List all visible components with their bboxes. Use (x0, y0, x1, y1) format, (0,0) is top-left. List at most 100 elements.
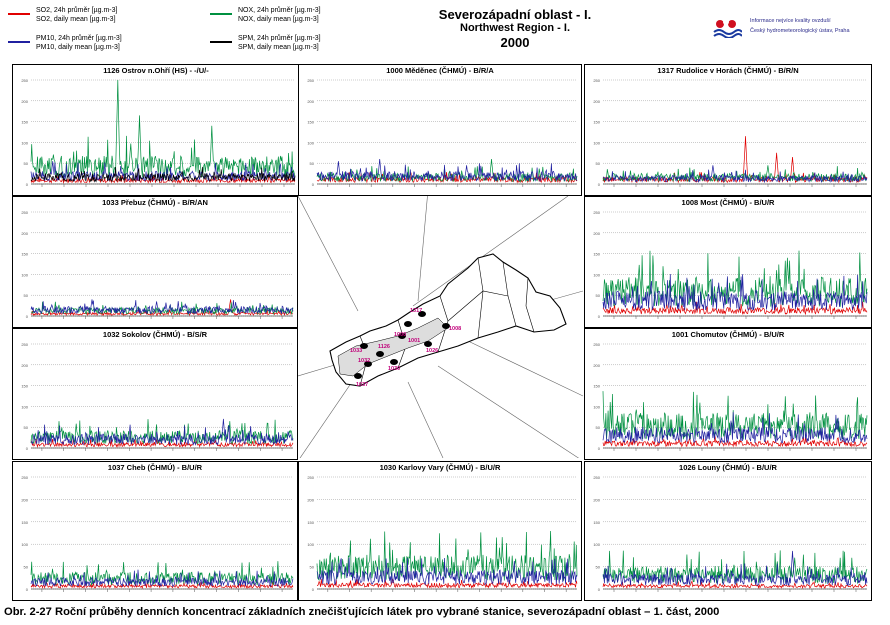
series-line-so2 (602, 301, 868, 316)
y-tick-label: 50 (596, 425, 601, 430)
map-label-1008: 1008 (449, 326, 461, 332)
series-line-pm10 (602, 273, 868, 311)
chart-panel-7: 1001 Chomutov (ČHMÚ) - B/U/R 0 50 100 150 200… (584, 328, 872, 460)
y-tick-label: 150 (21, 252, 28, 257)
panel-plot: 0 50 100 150 200 250 (21, 210, 294, 319)
series-line-pm10 (316, 158, 578, 183)
y-tick-label: 100 (21, 542, 28, 547)
panel-plot: 0 50 100 150 200 250 (21, 475, 294, 592)
y-tick-label: 0 (598, 587, 601, 592)
y-tick-label: 50 (24, 565, 29, 570)
legend-spm: SPM, 24h průměr [µg.m-3] SPM, daily mean … (210, 34, 321, 52)
y-tick-label: 100 (593, 542, 600, 547)
y-tick-label: 200 (21, 497, 28, 502)
series-line-nox (316, 158, 578, 183)
y-tick-label: 0 (312, 587, 315, 592)
map-label-1001: 1001 (408, 338, 420, 344)
y-tick-label: 100 (593, 272, 600, 277)
panel-plot: 0 50 100 150 200 250 (593, 210, 868, 319)
series-line-nox (602, 250, 868, 307)
title-cz: Severozápadní oblast - I. (438, 7, 592, 22)
y-tick-label: 250 (593, 78, 600, 83)
y-tick-label: 50 (310, 161, 315, 166)
y-tick-label: 100 (593, 140, 600, 145)
y-tick-label: 200 (21, 99, 28, 104)
y-tick-label: 250 (307, 78, 314, 83)
series-line-pm10 (602, 550, 868, 587)
institute-text: Informace nejvíce kvality ovzduší Český … (750, 18, 850, 34)
chart-panel-10: 1026 Louny (ČHMÚ) - B/U/R 0 50 100 150 200 250 (584, 461, 872, 601)
y-tick-label: 250 (21, 342, 28, 347)
y-tick-label: 150 (593, 520, 600, 525)
y-tick-label: 150 (21, 120, 28, 125)
chart-panel-8: 1037 Cheb (ČHMÚ) - B/U/R 0 50 100 150 200 250 (12, 461, 298, 601)
map-label-1037: 1037 (356, 382, 368, 388)
map-label-1030: 1030 (388, 366, 400, 372)
y-tick-label: 0 (312, 182, 315, 187)
title-en: Northwest Region - I. (460, 22, 570, 34)
y-tick-label: 150 (593, 384, 600, 389)
panel-title: 1032 Sokolov (ČHMÚ) - B/S/R (102, 330, 208, 339)
legend-pm10: PM10, 24h průměr [µg.m-3] PM10, daily mea… (8, 34, 122, 52)
y-tick-label: 200 (21, 231, 28, 236)
y-tick-label: 200 (593, 363, 600, 368)
y-tick-label: 200 (593, 497, 600, 502)
y-tick-label: 200 (593, 99, 600, 104)
chart-panel-5: 1008 Most (ČHMÚ) - B/U/R 0 50 100 150 200 250 (584, 196, 872, 328)
y-tick-label: 0 (598, 314, 601, 319)
y-tick-label: 100 (593, 404, 600, 409)
y-tick-label: 250 (593, 475, 600, 480)
panel-plot: 0 50 100 150 200 250 (307, 475, 578, 592)
series-line-so2 (602, 436, 868, 448)
y-tick-label: 200 (307, 99, 314, 104)
y-tick-label: 200 (593, 231, 600, 236)
chart-panel-6: 1032 Sokolov (ČHMÚ) - B/S/R 0 50 100 150 200 2… (12, 328, 298, 460)
region-map: 1317 1000 1008 1001 1033 1126 1032 1030 … (298, 196, 584, 458)
series-line-pm10 (316, 557, 578, 586)
y-tick-label: 150 (307, 520, 314, 525)
y-tick-label: 0 (26, 182, 29, 187)
y-tick-label: 150 (21, 520, 28, 525)
panel-title: 1126 Ostrov n.Ohří (HS) - -/U/- (103, 66, 209, 75)
y-tick-label: 250 (593, 210, 600, 215)
chart-panel-9: 1030 Karlovy Vary (ČHMÚ) - B/U/R 0 50 100 15… (298, 461, 582, 601)
y-tick-label: 0 (26, 587, 29, 592)
panel-title: 1030 Karlovy Vary (ČHMÚ) - B/U/R (379, 463, 501, 472)
series-line-pm10 (602, 165, 868, 184)
series-line-pm10 (30, 418, 294, 446)
map-label-1032: 1032 (358, 358, 370, 364)
panel-plot: 0 50 100 150 200 250 (307, 78, 578, 187)
y-tick-label: 200 (307, 497, 314, 502)
y-tick-label: 50 (24, 293, 29, 298)
series-line-pm10 (30, 299, 294, 315)
map-label-1033: 1033 (350, 348, 362, 354)
series-line-pm10 (602, 412, 868, 444)
y-tick-label: 0 (26, 446, 29, 451)
y-tick-label: 200 (21, 363, 28, 368)
y-tick-label: 50 (310, 565, 315, 570)
series-line-so2 (30, 438, 294, 448)
y-tick-label: 0 (598, 446, 601, 451)
series-line-spm (30, 166, 296, 183)
y-tick-label: 0 (598, 182, 601, 187)
y-tick-label: 100 (307, 140, 314, 145)
y-tick-label: 100 (21, 404, 28, 409)
y-tick-label: 100 (307, 542, 314, 547)
map-label-1026: 1026 (426, 348, 438, 354)
panel-plot: 0 50 100 150 200 250 (593, 78, 868, 187)
y-tick-label: 50 (24, 425, 29, 430)
panel-title: 1008 Most (ČHMÚ) - B/U/R (681, 198, 775, 207)
y-tick-label: 150 (307, 120, 314, 125)
chart-panel-2: 1000 Měděnec (ČHMÚ) - B/R/A 0 50 100 150 200 2… (298, 64, 582, 196)
series-line-nox (30, 79, 296, 179)
panel-title: 1033 Přebuz (ČHMÚ) - B/R/AN (102, 198, 208, 207)
series-line-nox (30, 301, 294, 316)
panel-plot: 0 50 100 150 200 250 (21, 342, 294, 451)
y-tick-label: 250 (21, 475, 28, 480)
series-line-so2 (602, 579, 868, 590)
y-tick-label: 0 (26, 314, 29, 319)
series-line-nox (602, 550, 868, 585)
y-tick-label: 50 (596, 565, 601, 570)
panel-title: 1000 Měděnec (ČHMÚ) - B/R/A (386, 66, 494, 75)
map-label-1000: 1000 (394, 332, 406, 338)
